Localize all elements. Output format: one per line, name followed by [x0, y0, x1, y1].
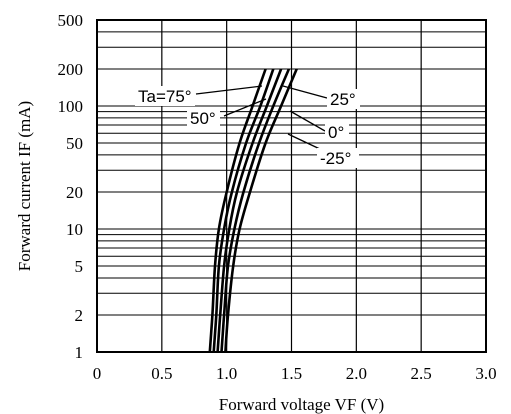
leader-line	[282, 85, 328, 99]
y-tick-label: 1	[75, 343, 84, 362]
curve-line	[212, 68, 275, 353]
x-tick-label: 2.0	[346, 364, 367, 383]
annotations: Ta=75° 50° 25° 0° -25°	[135, 85, 360, 168]
annotation-50-bg	[187, 108, 220, 128]
leader-line	[195, 85, 263, 95]
y-tick-label: 2	[75, 306, 84, 325]
annotation-minus25-bg	[317, 148, 359, 168]
annotation-minus25: -25°	[320, 149, 351, 168]
y-tick-labels: 1 2 5 10 20 50 100 200 500	[58, 11, 84, 362]
leader-line	[289, 110, 326, 132]
y-tick-label: 100	[58, 97, 84, 116]
annotation-25: 25°	[330, 90, 356, 109]
y-tick-label: 5	[75, 257, 84, 276]
curve-line	[216, 68, 283, 353]
x-tick-labels: 0 0.5 1.0 1.5 2.0 2.5 3.0	[93, 364, 497, 383]
annotation-ta75-bg	[135, 86, 195, 106]
grid	[97, 20, 486, 352]
x-tick-label: 1.5	[281, 364, 302, 383]
curve-line	[224, 68, 298, 353]
annotation-50: 50°	[190, 109, 216, 128]
y-tick-label: 20	[66, 183, 83, 202]
y-tick-label: 500	[58, 11, 84, 30]
curve-line	[208, 68, 267, 353]
annotation-ta75: Ta=75°	[138, 87, 192, 106]
plot-frame	[96, 19, 487, 353]
x-tick-label: 3.0	[475, 364, 496, 383]
leader-line	[223, 98, 267, 117]
leader-line	[287, 133, 323, 151]
y-tick-label: 10	[66, 220, 83, 239]
annotation-0: 0°	[328, 123, 344, 142]
x-tick-label: 2.5	[411, 364, 432, 383]
x-tick-label: 0	[93, 364, 102, 383]
x-tick-label: 1.0	[216, 364, 237, 383]
curve-line	[220, 68, 291, 353]
y-tick-label: 50	[66, 134, 83, 153]
y-tick-label: 200	[58, 60, 84, 79]
annotation-25-bg	[327, 89, 360, 109]
x-tick-label: 0.5	[151, 364, 172, 383]
annotation-0-bg	[325, 122, 349, 142]
x-axis-label: Forward voltage VF (V)	[219, 395, 384, 414]
curves	[208, 68, 298, 353]
y-axis-label: Forward current IF (mA)	[15, 101, 34, 271]
